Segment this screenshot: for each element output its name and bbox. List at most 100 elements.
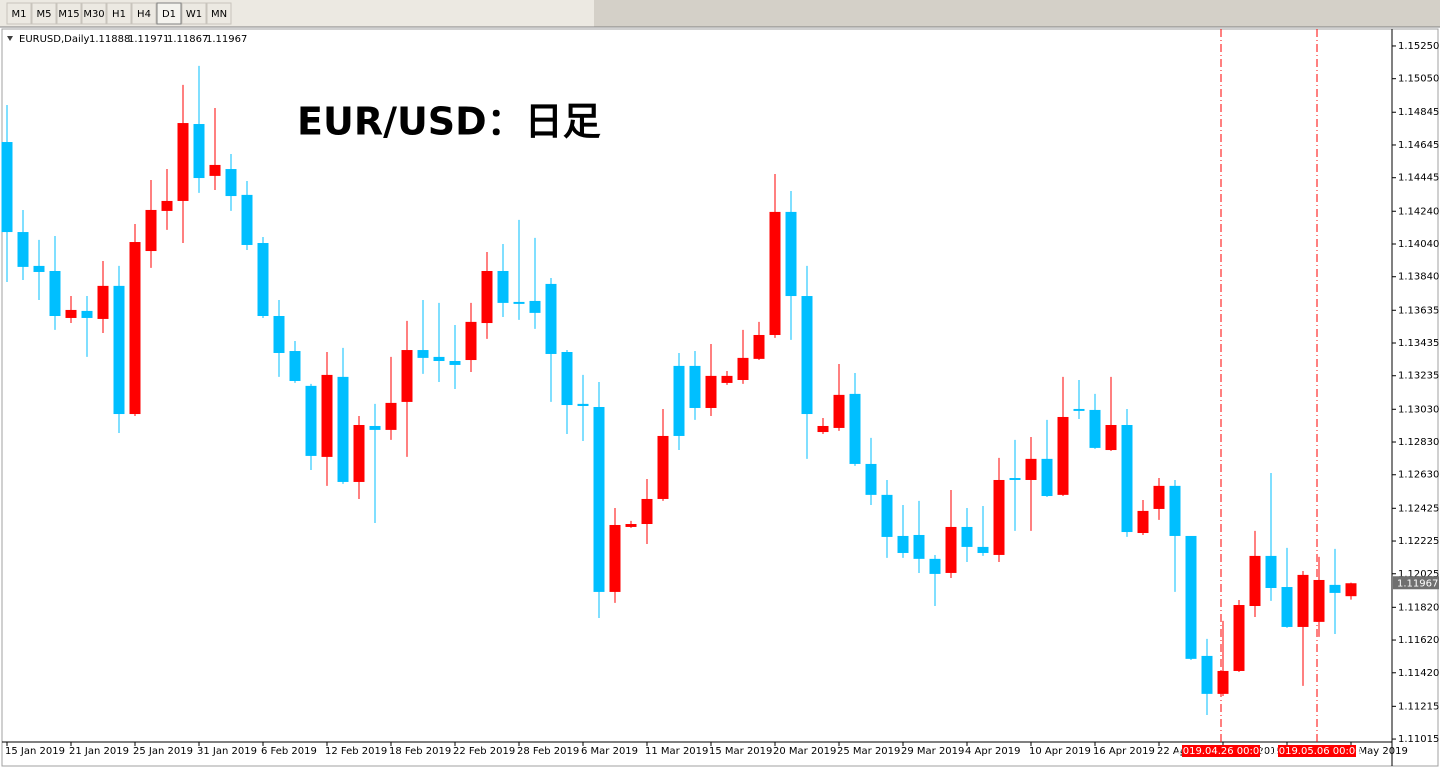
candle-body [1057,416,1069,495]
candle-body [289,351,301,381]
timeframe-label[interactable]: M30 [83,9,104,20]
y-tick-label: 1.14645 [1398,140,1439,151]
candle-body [945,526,957,573]
candle-body [273,315,285,353]
candle-body [1297,574,1309,627]
candle-body [17,232,29,267]
candle-body [737,357,749,380]
candle-body [961,526,973,547]
candle-body [673,365,685,436]
candle-body [1185,535,1197,659]
candle-body [1345,583,1357,597]
candle-body [305,385,317,456]
candle-body [65,309,77,318]
candle-body [993,479,1005,555]
x-tick-label: 15 Jan 2019 [5,746,65,757]
timeframe-label[interactable]: W1 [186,9,202,20]
candle-body [801,296,813,415]
timeframe-label[interactable]: MN [211,9,227,20]
y-tick-label: 1.12425 [1398,503,1439,514]
candle-body [449,361,461,365]
candle-body [1137,510,1149,534]
x-tick-label: 6 Mar 2019 [581,746,638,757]
y-tick-label: 1.11420 [1398,668,1439,679]
candle-body [1121,424,1133,533]
candle-body [481,270,493,324]
candle-body [369,425,381,430]
timeframe-button[interactable] [6,2,32,25]
timeframe-button[interactable] [156,2,182,25]
ohlc-close: 1.11967 [206,34,247,45]
ohlc-low: 1.11867 [167,34,208,45]
timeframe-button[interactable] [181,2,207,25]
timeframe-button[interactable] [81,2,107,25]
x-tick-label: 18 Feb 2019 [389,746,451,757]
x-tick-label: 20 Mar 2019 [773,746,836,757]
y-tick-label: 1.11620 [1398,635,1439,646]
candle-body [529,300,541,313]
candle-body [337,376,349,482]
date-marker-label: 2019.04.26 00:00 [1176,746,1265,757]
candle-body [913,534,925,559]
y-tick-label: 1.14845 [1398,107,1439,118]
candle-body [257,243,269,316]
y-tick-label: 1.15050 [1398,74,1439,85]
y-tick-label: 1.14445 [1398,173,1439,184]
y-tick-label: 1.11820 [1398,602,1439,613]
candle-body [609,524,621,592]
timeframe-button[interactable] [106,2,132,25]
current-price-box [1393,576,1439,590]
timeframe-button[interactable] [131,2,157,25]
timeframe-button[interactable] [56,2,82,25]
timeframe-label[interactable]: D1 [162,9,176,20]
y-tick-label: 1.14040 [1398,239,1439,250]
candle-body [753,334,765,359]
current-price-label: 1.11967 [1397,578,1438,589]
candle-body [1089,409,1101,448]
timeframe-label[interactable]: M1 [12,9,27,20]
x-tick-label: 8 May 2019 [1349,746,1408,757]
date-marker-box [1182,745,1260,757]
y-tick-label: 1.12025 [1398,569,1439,580]
candle-body [1169,485,1181,536]
x-tick-label: 4 Apr 2019 [965,746,1020,757]
timeframe-button[interactable] [31,2,57,25]
x-tick-label: 16 Apr 2019 [1093,746,1155,757]
x-tick-label: 15 Mar 2019 [709,746,772,757]
candle-body [177,123,189,201]
candle-body [81,310,93,318]
annotation: EUR/USD：日足 [297,100,601,144]
y-tick-label: 1.13435 [1398,338,1439,349]
candle-body [433,356,445,362]
ohlc-high: 1.11971 [128,34,169,45]
candle-body [385,402,397,430]
y-tick-label: 1.15250 [1398,41,1439,52]
y-tick-label: 1.13030 [1398,404,1439,415]
timeframe-label[interactable]: H4 [137,9,151,20]
x-tick-label: 25 Jan 2019 [133,746,193,757]
candle-body [241,194,253,245]
y-tick-label: 1.13635 [1398,305,1439,316]
ohlc-open: 1.11888 [89,34,130,45]
timeframe-label[interactable]: H1 [112,9,126,20]
timeframe-button[interactable] [206,2,232,25]
candle-body [1025,458,1037,480]
x-tick-label: 11 Mar 2019 [645,746,708,757]
candle-body [641,498,653,525]
timeframe-label[interactable]: M5 [37,9,52,20]
candle-body [401,350,413,402]
candle-body [897,535,909,553]
candle-body [545,283,557,354]
candle-body [721,375,733,383]
header-arrow [7,36,13,41]
y-tick-label: 1.14240 [1398,206,1439,217]
timeframe-bar: M1 M5 M15 M30 H1 H4 D1 W1 MN [6,2,232,25]
candle-body [209,164,221,176]
candle-body [977,546,989,553]
y-tick-label: 1.13840 [1398,272,1439,283]
x-tick-label: 28 Feb 2019 [517,746,579,757]
candle-body [705,375,717,408]
timeframe-label[interactable]: M15 [58,9,79,20]
y-tick-label: 1.11015 [1398,734,1439,745]
